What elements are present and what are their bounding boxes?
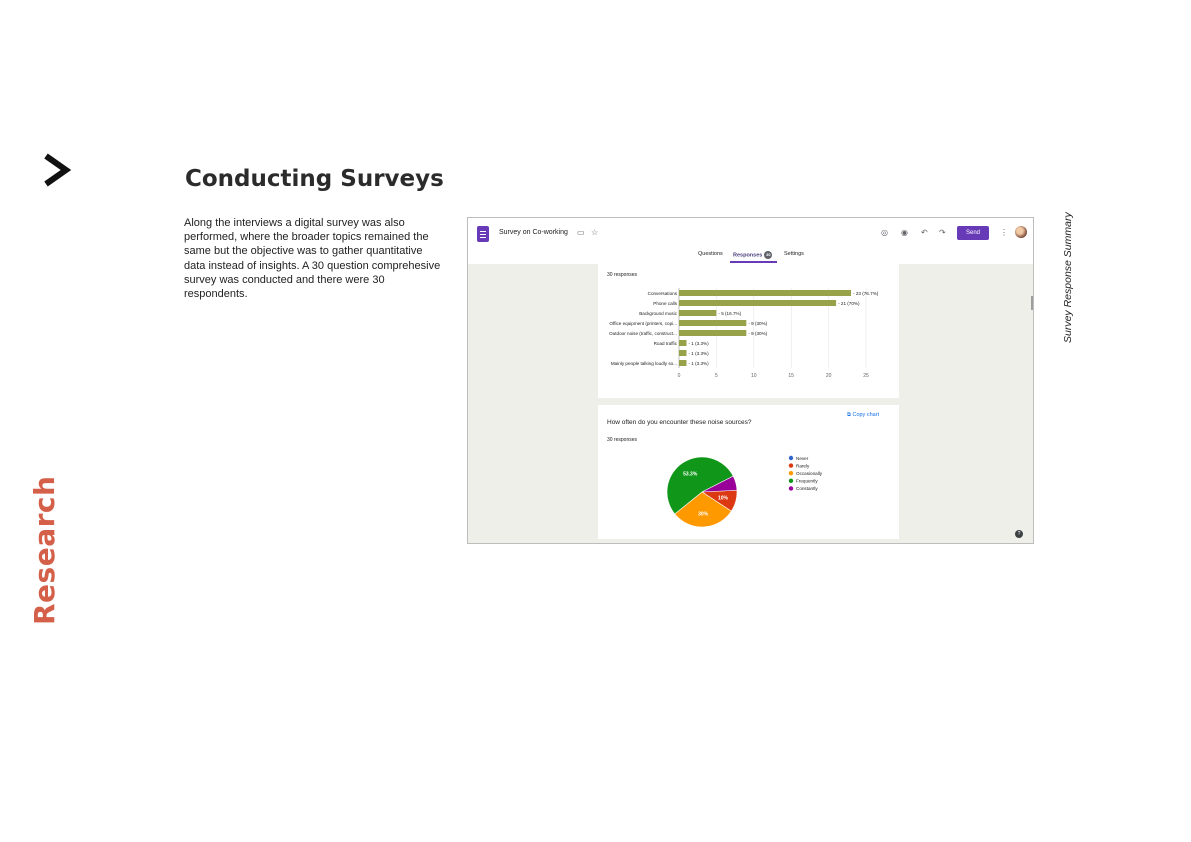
- pie-legend-label: Constantly: [796, 486, 818, 491]
- pie-data-label: 10%: [718, 495, 729, 501]
- bar-chart-bar: [679, 320, 747, 326]
- bar-chart-response-count: 30 responses: [607, 272, 638, 278]
- bar-chart-bar: [679, 360, 687, 366]
- pie-chart: 10% 30% 53.3% Never Rarely Occasionally Freque…: [666, 455, 823, 528]
- bar-chart-bar: [679, 350, 687, 356]
- page-title: Conducting Surveys: [185, 166, 444, 192]
- bar-chart-category-label: Conversations: [648, 291, 678, 296]
- survey-screenshot: Survey on Co-working ▭ ☆ ◎ ◉ ↶ ↷ Send ⋮ …: [467, 217, 1034, 544]
- palette-icon[interactable]: ◎: [881, 228, 888, 237]
- pie-legend-swatch: [788, 463, 794, 468]
- pie-legend-label: Frequently: [796, 479, 818, 484]
- tab-indicator: [730, 261, 777, 263]
- pie-legend-swatch: [788, 455, 794, 461]
- bar-chart-data-label: - 21 (70%): [838, 301, 860, 306]
- pie-legend-label: Rarely: [796, 463, 810, 468]
- body-paragraph: Along the interviews a digital survey wa…: [184, 217, 441, 301]
- pie-legend-swatch: [788, 486, 794, 491]
- form-title[interactable]: Survey on Co-working: [499, 229, 568, 236]
- star-icon[interactable]: ☆: [591, 228, 599, 237]
- bar-chart-data-label: - 1 (3.3%): [688, 361, 709, 366]
- bar-chart-category-label: Office equipment (printers, copi...: [609, 321, 677, 326]
- bar-chart-x-tick: 10: [751, 373, 757, 379]
- bar-chart-x-tick: 15: [788, 373, 794, 379]
- help-icon[interactable]: ?: [1015, 530, 1023, 538]
- redo-icon[interactable]: ↷: [939, 228, 946, 237]
- google-forms-icon[interactable]: [477, 226, 489, 242]
- bar-chart-category-label: Outdoor noise (traffic, construct...: [609, 331, 677, 336]
- bar-chart-x-tick: 0: [678, 373, 681, 379]
- send-button[interactable]: Send: [957, 226, 989, 240]
- pie-slice: [666, 456, 734, 515]
- bar-chart-category-label: Background music: [639, 311, 677, 316]
- bar-chart-bar: [679, 340, 687, 346]
- pie-legend-label: Never: [796, 456, 809, 461]
- preview-eye-icon[interactable]: ◉: [901, 228, 908, 237]
- chevron-right-icon: [44, 153, 72, 187]
- section-label: Research: [28, 475, 61, 625]
- tab-questions[interactable]: Questions: [698, 251, 723, 257]
- bar-chart-x-tick: 25: [863, 373, 869, 379]
- more-vert-icon[interactable]: ⋮: [1000, 228, 1008, 237]
- bar-chart: 0 5 10 15 20 25 Conversations - 23 (76.7%) Phone…: [609, 288, 879, 379]
- pie-chart-response-count: 30 responses: [607, 437, 638, 443]
- tab-responses[interactable]: Responses 30: [733, 251, 773, 259]
- tab-responses-label: Responses: [733, 252, 763, 259]
- pie-slice: [674, 491, 732, 528]
- bar-chart-data-label: - 9 (30%): [748, 331, 767, 336]
- bar-chart-category-label: Road traffic: [654, 341, 678, 346]
- bar-chart-bar: [679, 300, 837, 306]
- bar-chart-bar: [679, 310, 717, 316]
- pie-legend-swatch: [788, 471, 794, 476]
- pie-legend-label: Occasionally: [796, 471, 823, 476]
- forms-toolbar: Survey on Co-working ▭ ☆ ◎ ◉ ↶ ↷ Send ⋮ …: [468, 218, 1033, 264]
- bar-chart-data-label: - 9 (30%): [748, 321, 767, 326]
- avatar[interactable]: [1015, 226, 1027, 238]
- bar-chart-bar: [679, 330, 747, 336]
- pie-data-label: 53.3%: [683, 472, 698, 478]
- bar-chart-category-label: Phone calls: [653, 301, 677, 306]
- pie-slice: [701, 475, 738, 493]
- copy-chart-button[interactable]: ⧉ Copy chart: [847, 412, 880, 418]
- bar-chart-bar: [679, 290, 852, 296]
- pie-chart-question: How often do you encounter these noise s…: [607, 419, 752, 426]
- bar-chart-data-label: - 1 (3.3%): [688, 351, 709, 356]
- scrollbar[interactable]: [1031, 296, 1033, 310]
- bar-chart-data-label: - 5 (16.7%): [718, 311, 741, 316]
- form-tabs: Questions Responses 30 Settings: [468, 251, 1033, 264]
- bar-chart-category-label: Mainly people talking loudly so...: [611, 361, 677, 366]
- undo-icon[interactable]: ↶: [921, 228, 928, 237]
- responses-count-badge: 30: [764, 251, 773, 259]
- pie-chart-card: ⧉ Copy chart How often do you encounter …: [598, 405, 899, 539]
- bar-chart-card: 30 responses 0 5 10 15 20 25 Conversations - 23…: [598, 264, 899, 398]
- bar-chart-x-tick: 20: [826, 373, 832, 379]
- tab-settings[interactable]: Settings: [784, 251, 804, 257]
- pie-data-label: 30%: [698, 511, 709, 517]
- pie-legend-swatch: [788, 478, 794, 483]
- bar-chart-data-label: - 1 (3.3%): [688, 341, 709, 346]
- copy-chart-label: Copy chart: [852, 412, 880, 418]
- figure-caption: Survey Response Summary: [1062, 212, 1074, 343]
- bar-chart-data-label: - 23 (76.7%): [853, 291, 879, 296]
- folder-icon[interactable]: ▭: [577, 228, 585, 237]
- bar-chart-x-tick: 5: [715, 373, 718, 379]
